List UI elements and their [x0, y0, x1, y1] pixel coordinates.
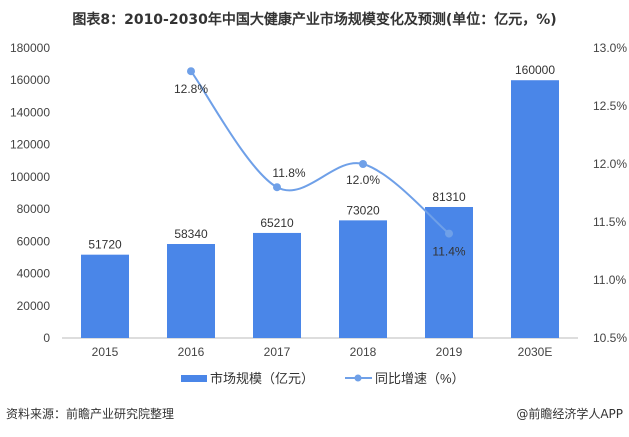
legend-bar-swatch	[181, 375, 207, 382]
right-tick-label: 12.5%	[593, 99, 627, 113]
line-point	[273, 183, 281, 192]
legend-line-marker	[354, 374, 362, 382]
source-note: 资料来源：前瞻产业研究院整理	[6, 407, 175, 421]
left-tick-label: 0	[43, 331, 50, 345]
left-tick-label: 40000	[17, 267, 51, 281]
bar	[253, 232, 301, 338]
left-tick-label: 60000	[17, 234, 51, 248]
bar-value-label: 51720	[88, 238, 122, 252]
bar-value-label: 58340	[174, 227, 208, 241]
right-tick-label: 13.0%	[593, 41, 627, 55]
bar	[511, 80, 559, 338]
x-tick-label: 2018	[350, 345, 377, 359]
line-value-label: 12.8%	[174, 82, 208, 96]
left-tick-label: 80000	[17, 202, 51, 216]
left-tick-label: 140000	[10, 105, 50, 119]
x-tick-label: 2019	[436, 345, 463, 359]
line-value-label: 11.4%	[432, 245, 465, 259]
brand-watermark: @前瞻经济学人APP	[516, 407, 623, 421]
legend-bar-label: 市场规模（亿元）	[210, 371, 314, 386]
line-point	[187, 67, 195, 76]
line-value-label: 11.8%	[272, 166, 305, 180]
line-point	[445, 229, 453, 238]
bar-value-label: 73020	[346, 203, 380, 217]
chart-svg: 0 20000 40000 60000 80000 100000 120000 140000 1…	[10, 41, 627, 386]
left-tick-label: 160000	[10, 73, 50, 87]
x-tick-label: 2016	[178, 345, 205, 359]
line-point	[359, 160, 367, 168]
bar	[81, 254, 129, 338]
bar-value-label: 160000	[515, 63, 555, 77]
left-tick-label: 180000	[10, 41, 50, 55]
x-tick-label: 2015	[92, 345, 119, 359]
left-tick-label: 20000	[17, 299, 51, 313]
right-tick-label: 10.5%	[593, 331, 627, 345]
chart-title: 图表8：2010-2030年中国大健康产业市场规模变化及预测(单位：亿元，%)	[72, 12, 557, 28]
bar	[339, 220, 387, 338]
line-value-label: 12.0%	[346, 173, 380, 187]
bar	[167, 244, 215, 338]
left-tick-label: 100000	[10, 170, 50, 184]
left-tick-label: 120000	[10, 138, 50, 152]
x-tick-label: 2030E	[518, 345, 553, 359]
bar-value-label: 65210	[260, 216, 294, 230]
right-tick-label: 12.0%	[593, 157, 627, 171]
bar-value-label: 81310	[432, 190, 466, 204]
legend-line-label: 同比增速（%）	[375, 371, 465, 386]
right-tick-label: 11.0%	[593, 273, 626, 287]
growth-line	[190, 70, 450, 235]
right-tick-label: 11.5%	[593, 215, 626, 229]
bar	[425, 207, 473, 338]
x-tick-label: 2017	[264, 345, 291, 359]
